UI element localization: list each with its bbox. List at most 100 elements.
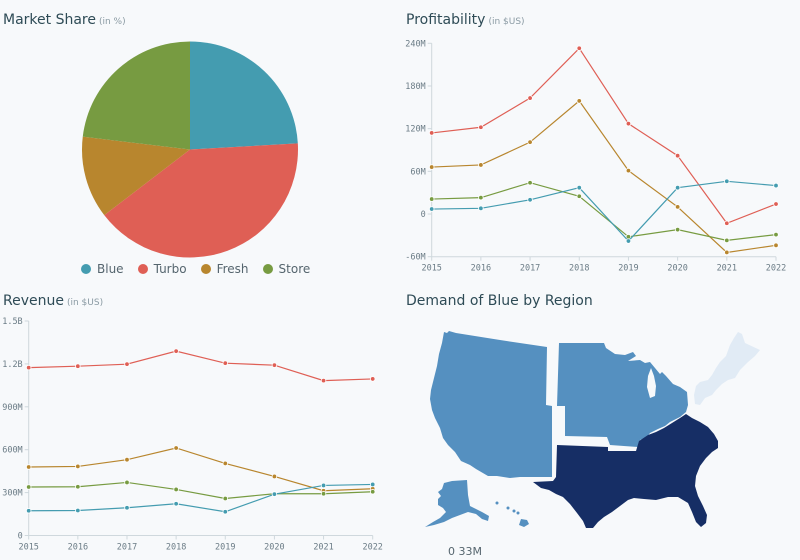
map-region-south[interactable] bbox=[533, 414, 718, 528]
data-point-turbo[interactable] bbox=[173, 348, 179, 354]
data-point-fresh[interactable] bbox=[429, 164, 435, 170]
data-point-turbo[interactable] bbox=[26, 364, 32, 371]
data-point-store[interactable] bbox=[320, 491, 327, 497]
data-point-blue[interactable] bbox=[724, 178, 730, 184]
y-tick-label: 60M bbox=[410, 167, 425, 177]
data-point-turbo[interactable] bbox=[674, 152, 681, 159]
data-point-turbo[interactable] bbox=[271, 362, 278, 368]
data-point-blue[interactable] bbox=[124, 505, 130, 511]
data-point-fresh[interactable] bbox=[124, 457, 130, 463]
series-line-store[interactable] bbox=[28, 481, 373, 500]
data-point-fresh[interactable] bbox=[75, 463, 81, 470]
data-point-store[interactable] bbox=[527, 180, 533, 186]
x-tick-label: 2018 bbox=[569, 264, 589, 274]
data-point-store[interactable] bbox=[222, 495, 228, 502]
legend-item-blue[interactable]: Blue bbox=[81, 262, 124, 276]
data-point-fresh[interactable] bbox=[527, 139, 533, 145]
series-line-fresh[interactable] bbox=[431, 100, 777, 254]
series-line-turbo[interactable] bbox=[28, 350, 373, 382]
x-tick-label: 2017 bbox=[117, 543, 137, 553]
legend-label: Fresh bbox=[216, 262, 249, 276]
data-point-fresh[interactable] bbox=[576, 98, 582, 104]
x-tick-label: 2019 bbox=[215, 543, 235, 553]
x-tick-label: 2022 bbox=[362, 543, 382, 553]
data-point-fresh[interactable] bbox=[271, 473, 278, 480]
data-point-blue[interactable] bbox=[773, 182, 779, 189]
pie-slice-store[interactable] bbox=[82, 41, 190, 150]
data-point-blue[interactable] bbox=[271, 491, 278, 497]
y-tick-label: 1.2B bbox=[2, 360, 22, 370]
pie-slice-fresh[interactable] bbox=[81, 136, 190, 216]
series-line-fresh[interactable] bbox=[28, 447, 373, 492]
data-point-turbo[interactable] bbox=[773, 201, 779, 207]
data-point-store[interactable] bbox=[124, 479, 130, 486]
data-point-store[interactable] bbox=[724, 237, 730, 244]
series-line-blue[interactable] bbox=[28, 483, 373, 513]
map-scale-legend: 0 33M bbox=[448, 545, 482, 558]
data-point-blue[interactable] bbox=[429, 206, 435, 212]
data-point-fresh[interactable] bbox=[674, 204, 681, 210]
data-point-fresh[interactable] bbox=[26, 464, 32, 470]
data-point-turbo[interactable] bbox=[724, 220, 730, 226]
data-point-turbo[interactable] bbox=[478, 124, 484, 130]
data-point-turbo[interactable] bbox=[625, 120, 632, 127]
data-point-blue[interactable] bbox=[173, 501, 179, 507]
data-point-turbo[interactable] bbox=[576, 45, 582, 51]
market-share-unit: (in %) bbox=[98, 17, 126, 27]
y-tick-label: 120M bbox=[405, 125, 425, 135]
market-share-title-text: Market Share bbox=[3, 12, 96, 28]
map-region-hawaii[interactable] bbox=[495, 501, 530, 528]
legend-item-turbo[interactable]: Turbo bbox=[137, 262, 187, 276]
data-point-blue[interactable] bbox=[576, 185, 582, 191]
data-point-store[interactable] bbox=[674, 226, 681, 233]
data-point-blue[interactable] bbox=[478, 205, 484, 212]
map-region-west[interactable] bbox=[430, 331, 552, 478]
series-line-turbo[interactable] bbox=[431, 47, 777, 224]
data-point-store[interactable] bbox=[173, 486, 179, 493]
legend-item-fresh[interactable]: Fresh bbox=[200, 262, 249, 276]
data-point-store[interactable] bbox=[773, 231, 779, 238]
pie-slice-blue[interactable] bbox=[190, 41, 298, 150]
data-point-store[interactable] bbox=[478, 194, 484, 201]
data-point-fresh[interactable] bbox=[773, 242, 779, 249]
data-point-blue[interactable] bbox=[625, 238, 632, 244]
profitability-unit: (in $US) bbox=[488, 17, 525, 27]
data-point-turbo[interactable] bbox=[75, 363, 81, 369]
data-point-store[interactable] bbox=[429, 196, 435, 202]
data-point-blue[interactable] bbox=[370, 481, 376, 488]
data-point-turbo[interactable] bbox=[429, 130, 435, 136]
pie-slice-turbo[interactable] bbox=[104, 143, 298, 258]
data-point-fresh[interactable] bbox=[625, 167, 632, 174]
data-point-store[interactable] bbox=[576, 193, 582, 199]
data-point-store[interactable] bbox=[75, 484, 81, 490]
x-tick-label: 2016 bbox=[68, 543, 88, 553]
data-point-fresh[interactable] bbox=[478, 162, 484, 168]
data-point-turbo[interactable] bbox=[370, 376, 376, 382]
data-point-store[interactable] bbox=[26, 484, 32, 490]
data-point-store[interactable] bbox=[370, 489, 376, 495]
series-line-store[interactable] bbox=[431, 182, 777, 241]
data-point-fresh[interactable] bbox=[724, 249, 730, 256]
y-tick-label: 1.5B bbox=[2, 317, 22, 327]
map-region-northeast[interactable] bbox=[694, 332, 760, 405]
data-point-blue[interactable] bbox=[320, 482, 327, 489]
data-point-turbo[interactable] bbox=[320, 377, 327, 384]
map-region-midwest[interactable] bbox=[557, 343, 688, 447]
data-point-turbo[interactable] bbox=[527, 95, 533, 101]
data-point-turbo[interactable] bbox=[124, 361, 130, 367]
revenue-title-text: Revenue bbox=[3, 293, 64, 309]
data-point-fresh[interactable] bbox=[173, 445, 179, 451]
data-point-turbo[interactable] bbox=[222, 360, 228, 366]
data-point-fresh[interactable] bbox=[222, 460, 228, 467]
data-point-blue[interactable] bbox=[674, 185, 681, 191]
map-region-alaska[interactable] bbox=[425, 480, 489, 527]
series-line-blue[interactable] bbox=[431, 180, 777, 242]
y-tick-label: 0 bbox=[421, 210, 426, 220]
legend-item-store[interactable]: Store bbox=[262, 262, 310, 276]
data-point-blue[interactable] bbox=[75, 507, 81, 514]
y-tick-label: 300M bbox=[2, 489, 22, 499]
data-point-blue[interactable] bbox=[26, 508, 32, 514]
data-point-blue[interactable] bbox=[527, 197, 533, 203]
data-point-blue[interactable] bbox=[222, 509, 228, 515]
